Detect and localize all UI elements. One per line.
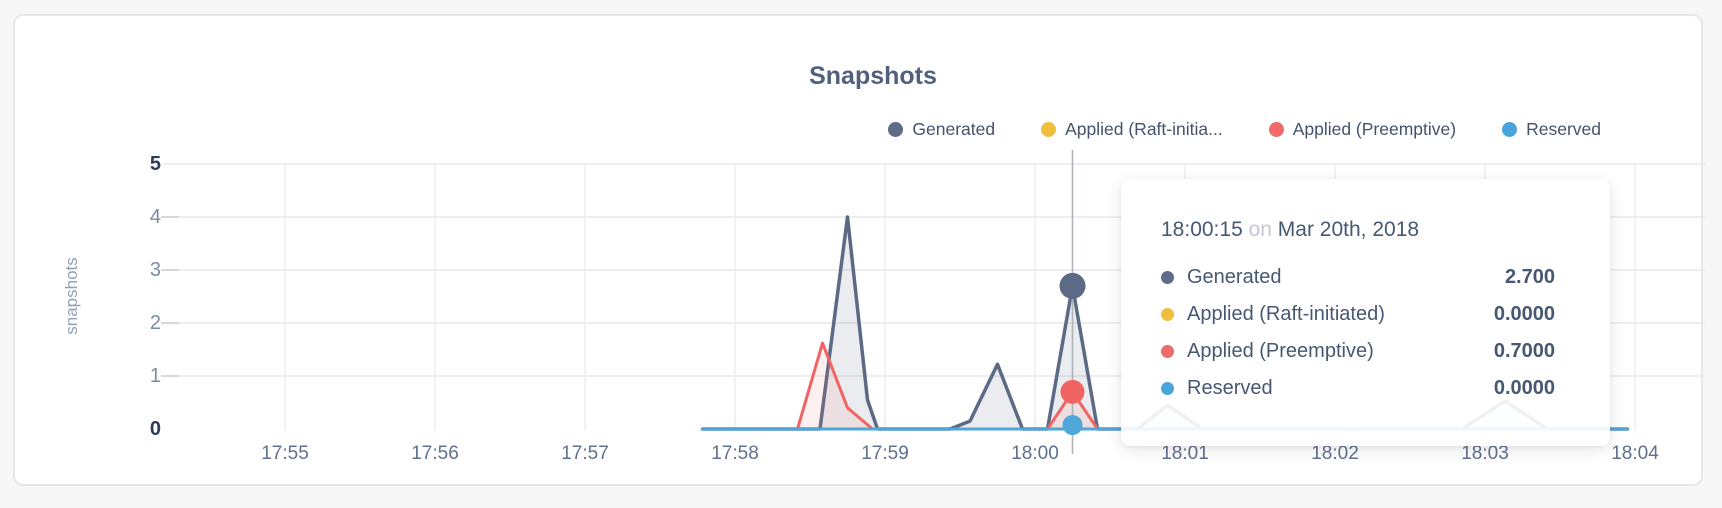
x-tick-label: 18:03 bbox=[1461, 443, 1509, 464]
legend-label: Applied (Preemptive) bbox=[1292, 119, 1457, 139]
series-dot-icon bbox=[1161, 270, 1174, 284]
tooltip-row-reserved: Reserved 0.0000 bbox=[1161, 375, 1555, 401]
series-line-applied-preemptive- bbox=[701, 341, 1629, 431]
x-tick-label: 18:00 bbox=[1011, 443, 1059, 464]
legend-label: Applied (Raft-initia... bbox=[1065, 119, 1223, 139]
x-tick-label: 17:57 bbox=[561, 443, 609, 464]
x-tick-label: 18:01 bbox=[1161, 443, 1209, 464]
legend-item-applied-raft[interactable]: Applied (Raft-initia... bbox=[1041, 119, 1223, 140]
chart-title: Snapshots bbox=[809, 62, 937, 90]
legend-dot-icon bbox=[1268, 122, 1284, 137]
legend-item-generated[interactable]: Generated bbox=[888, 119, 995, 140]
tooltip-series-value: 0.7000 bbox=[1493, 340, 1555, 362]
legend-item-reserved[interactable]: Reserved bbox=[1502, 119, 1601, 140]
tooltip-preposition: on bbox=[1248, 218, 1272, 241]
y-tick-label: 4 bbox=[149, 206, 161, 228]
chart-legend: Generated Applied (Raft-initia... Applie… bbox=[888, 119, 1601, 140]
chart-card: Snapshots Generated Applied (Raft-initia… bbox=[13, 14, 1705, 486]
tooltip-date: Mar 20th, 2018 bbox=[1277, 218, 1420, 241]
x-tick-label: 17:55 bbox=[261, 443, 309, 464]
hover-point-generated bbox=[1059, 272, 1086, 299]
legend-dot-icon bbox=[1041, 122, 1057, 137]
tooltip-row-generated: Generated 2.700 bbox=[1161, 264, 1555, 290]
x-tick-label: 17:58 bbox=[711, 443, 759, 464]
tooltip-time: 18:00:15 bbox=[1161, 218, 1243, 241]
x-tick-label: 17:56 bbox=[411, 443, 459, 464]
tooltip-series-label: Applied (Raft-initiated) bbox=[1187, 303, 1385, 325]
tooltip-row-applied-preemptive: Applied (Preemptive) 0.7000 bbox=[1161, 338, 1555, 364]
y-tick-label: 1 bbox=[149, 365, 161, 387]
tooltip-row-applied-raft: Applied (Raft-initiated) 0.0000 bbox=[1161, 301, 1555, 327]
legend-dot-icon bbox=[1502, 122, 1518, 137]
tooltip-series-value: 0.0000 bbox=[1493, 377, 1555, 399]
chart-tooltip: 18:00:15 on Mar 20th, 2018 Generated 2.7… bbox=[1121, 179, 1610, 446]
y-tick-label: 0 bbox=[149, 418, 161, 440]
tooltip-header: 18:00:15 on Mar 20th, 2018 bbox=[1161, 217, 1555, 243]
legend-item-applied-preemptive[interactable]: Applied (Preemptive) bbox=[1268, 119, 1457, 140]
hover-point-applied-preemptive- bbox=[1060, 379, 1085, 404]
x-tick-label: 17:59 bbox=[861, 443, 909, 464]
y-tick-label: 5 bbox=[149, 153, 161, 175]
legend-dot-icon bbox=[888, 122, 904, 137]
tooltip-series-value: 2.700 bbox=[1504, 266, 1555, 288]
legend-label: Generated bbox=[912, 119, 996, 139]
legend-label: Reserved bbox=[1526, 119, 1601, 139]
series-dot-icon bbox=[1161, 344, 1174, 358]
tooltip-series-label: Applied (Preemptive) bbox=[1187, 340, 1374, 362]
tooltip-series-value: 0.0000 bbox=[1493, 303, 1555, 325]
x-tick-label: 18:02 bbox=[1311, 443, 1359, 464]
x-tick-label: 18:04 bbox=[1611, 443, 1659, 464]
tooltip-series-label: Generated bbox=[1187, 266, 1282, 288]
tooltip-series-label: Reserved bbox=[1187, 377, 1273, 399]
y-tick-label: 3 bbox=[149, 259, 161, 281]
hover-point-reserved bbox=[1062, 415, 1083, 435]
series-dot-icon bbox=[1161, 381, 1174, 395]
y-tick-label: 2 bbox=[149, 312, 161, 334]
series-dot-icon bbox=[1161, 307, 1174, 321]
